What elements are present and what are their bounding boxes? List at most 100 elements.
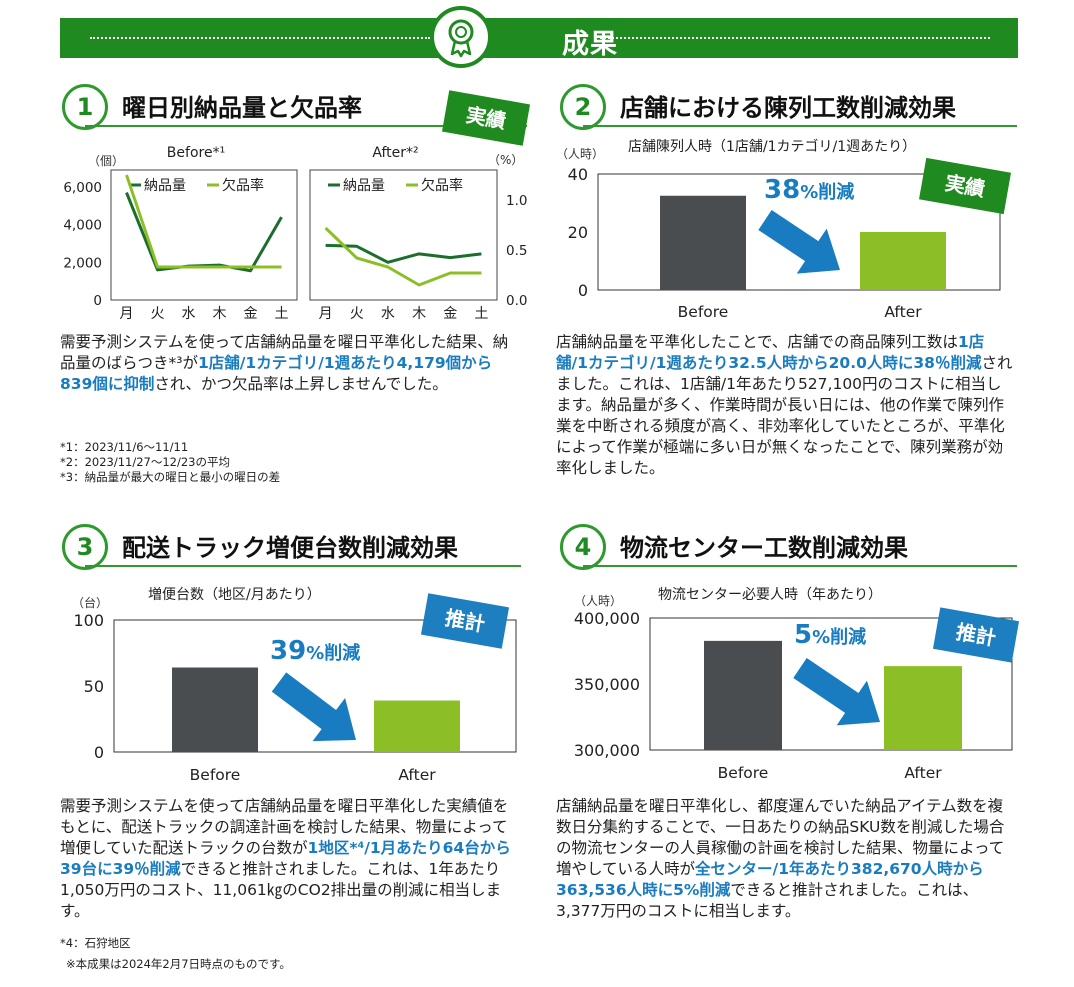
chart2-reduction: 38%削減: [764, 175, 854, 205]
plot-frame: [597, 173, 1001, 291]
left-axis-tick: 6,000: [63, 180, 102, 196]
section-2-underline: [583, 125, 1017, 127]
footnote-4: *4：石狩地区: [60, 936, 131, 950]
right-axis-tick: 0.0: [506, 293, 527, 309]
bar-chart-trucks: 0 50 100 Before After: [73, 611, 517, 784]
section-3-text: 需要予測システムを使って店舗納品量を曜日平準化した実績値をもとに、配送トラックの…: [60, 796, 522, 922]
line-chart-1-series-stockout: [125, 174, 282, 269]
left-axis-tick: 4,000: [63, 218, 102, 234]
section-2-text-a: 店舗納品量を平準化したことで、店舗での商品陳列工数は: [556, 333, 958, 351]
plot-frame: [113, 619, 517, 753]
section-4-text: 店舗納品量を曜日平準化し、都度運んでいた納品アイテム数を複数日分集約することで、…: [556, 796, 1016, 922]
legend-label-stockout: 欠品率: [222, 177, 264, 194]
section-4-title: 物流センター工数削減効果: [620, 534, 908, 562]
line-charts: Before*¹月火水木金土納品量 欠品率After*²月火水木金土納品量 欠品率0…: [63, 145, 527, 322]
line-chart-1-xtick: 水: [182, 306, 196, 322]
right-axis-tick: 1.0: [506, 193, 527, 209]
y-axis-tick: 350,000: [574, 675, 640, 694]
legend-label-delivery: 納品量: [343, 178, 385, 194]
x-axis-label: Before: [678, 303, 729, 321]
x-axis-label: Before: [190, 766, 241, 784]
section-3-underline: [85, 565, 521, 567]
y-axis-tick: 50: [84, 677, 104, 696]
chart4-reduction-suffix: %削減: [812, 627, 867, 648]
date-note: ※本成果は2024年2月7日時点のものです。: [66, 957, 291, 971]
y-axis-tick: 40: [568, 165, 588, 184]
section-1-title: 曜日別納品量と欠品率: [122, 94, 362, 122]
chart3-unit: （台）: [72, 596, 109, 610]
footnote-1: *1：2023/11/6〜11/11: [60, 440, 189, 454]
line-chart-2-xtick: 土: [474, 306, 488, 322]
section-2-number: 2: [560, 84, 606, 130]
chart4-reduction-value: 5: [794, 620, 813, 650]
chart1-left-unit: （個）: [88, 154, 125, 168]
section-4-text-a: 店舗納品量を曜日平準化し、都度運んでいた納品アイテム数を複数日分集約することで、…: [556, 797, 1005, 878]
section-1-text-highlight: 1店舗/1カテゴリ/1週あたり4,179個から839個に抑制: [60, 354, 493, 393]
x-axis-label: After: [884, 303, 922, 321]
bar-after: [860, 232, 946, 290]
y-axis-tick: 400,000: [574, 609, 640, 628]
line-chart-2-frame: [309, 169, 498, 301]
section-1-text-b: され、かつ欠品率は上昇しませんでした。: [154, 375, 448, 393]
left-axis-tick: 0: [93, 293, 102, 309]
y-axis-tick: 20: [568, 223, 588, 242]
section-3-title: 配送トラック増便台数削減効果: [122, 534, 458, 562]
bar-after: [374, 700, 460, 752]
footnote-3: *3：納品量が最大の曜日と最小の曜日の差: [60, 470, 281, 484]
bar-after: [884, 666, 962, 750]
chart3-reduction-value: 39: [270, 636, 307, 666]
reduction-arrow-icon: [793, 658, 880, 726]
chart2-reduction-value: 38: [764, 175, 801, 205]
bar-before: [704, 640, 782, 750]
line-chart-1-xtick: 火: [151, 306, 165, 322]
section-1-number: 1: [62, 84, 108, 130]
y-axis-tick: 100: [73, 611, 104, 630]
section-4-text-b: できると推計されました。これは、3,377万円のコストに相当します。: [556, 881, 979, 920]
medal-icon: [430, 6, 492, 68]
x-axis-label: After: [904, 764, 942, 782]
legend-label-delivery: 納品量: [144, 178, 186, 194]
section-3-text-b: できると推計されました。これは、1年あたり1,050万円のコスト、11,061㎏…: [60, 860, 502, 920]
chart4-reduction: 5%削減: [794, 620, 866, 650]
legend-label-stockout: 欠品率: [421, 177, 463, 194]
bar-before: [172, 667, 258, 752]
section-2-text: 店舗納品量を平準化したことで、店舗での商品陳列工数は1店舗/1カテゴリ/1週あた…: [556, 332, 1016, 479]
chart3-title: 増便台数（地区/月あたり）: [148, 587, 321, 603]
reduction-arrow-icon: [271, 672, 356, 742]
x-axis-label: Before: [718, 764, 769, 782]
line-chart-1-frame: [110, 169, 298, 301]
line-chart-1-series-delivery: [125, 192, 283, 273]
left-axis-tick: 2,000: [63, 255, 102, 271]
chart3-reduction: 39%削減: [270, 636, 360, 666]
line-chart-2-xtick: 木: [412, 306, 426, 322]
y-axis-tick: 0: [94, 743, 104, 762]
line-chart-2-title: After*²: [372, 145, 418, 161]
page-title: 成果: [562, 29, 618, 60]
header-banner: 成果: [60, 18, 1018, 60]
chart2-unit: （人時）: [556, 147, 605, 161]
banner-divider-right: [600, 37, 990, 39]
section-2-text-b: されました。これは、1店舗/1年あたり527,100円のコストに相当します。納品…: [556, 354, 1013, 477]
section-1-text-a: 需要予測システムを使って店舗納品量を曜日平準化した結果、納品量のばらつき*³が: [60, 333, 509, 372]
bar-chart-center-hours: 300,000 350,000 400,000 Before After: [574, 609, 1013, 782]
line-chart-2-xtick: 火: [350, 306, 364, 322]
section-1-text: 需要予測システムを使って店舗納品量を曜日平準化した結果、納品量のばらつき*³が1…: [60, 332, 522, 395]
chart1-right-unit: （%）: [488, 153, 524, 167]
plot-frame: [649, 617, 1013, 751]
line-chart-1-xtick: 木: [213, 306, 227, 322]
y-axis-tick: 0: [578, 281, 588, 300]
x-axis-label: After: [398, 766, 436, 784]
section-3-text-highlight: 1地区*⁴/1月あたり64台から39台に39％削減: [60, 839, 511, 878]
reduction-arrow-icon: [758, 210, 840, 274]
chart4-title: 物流センター必要人時（年あたり）: [658, 587, 882, 603]
line-chart-1-xtick: 土: [275, 306, 289, 322]
section-2-text-highlight: 1店舗/1カテゴリ/1週あたり32.5人時から20.0人時に38％削減: [556, 333, 985, 372]
section-1-badge: 実績: [441, 90, 531, 146]
section-3-number: 3: [62, 524, 108, 570]
line-chart-2-xtick: 月: [319, 306, 333, 322]
banner-divider-left: [90, 37, 430, 39]
chart3-reduction-suffix: %削減: [306, 643, 361, 664]
section-2-title: 店舗における陳列工数削減効果: [620, 94, 956, 122]
bar-before: [660, 195, 746, 290]
line-chart-1-xtick: 金: [244, 306, 258, 322]
